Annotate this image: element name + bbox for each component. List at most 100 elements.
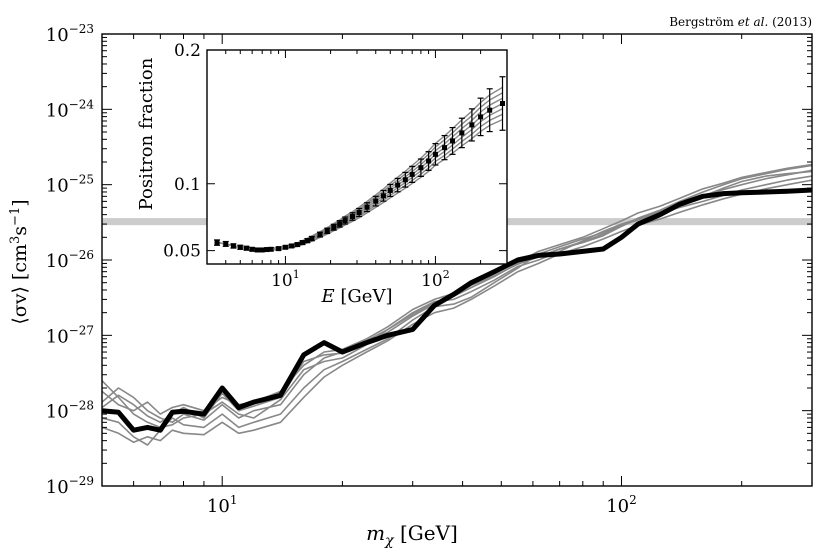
inset-data-point [330, 223, 337, 231]
inset-data-point [282, 244, 289, 250]
inset-background [207, 50, 507, 264]
data-marker [450, 138, 456, 144]
best-fit-curve [101, 187, 813, 433]
inset-data-point [432, 143, 439, 166]
inset-data-point [308, 235, 315, 242]
inset-data-point [342, 216, 349, 225]
inset-y-tick-label: 0.1 [174, 175, 201, 195]
inset-data-point [380, 189, 387, 202]
inset-x-tick-label: 102 [421, 268, 450, 291]
data-marker [337, 221, 343, 227]
data-marker [324, 228, 330, 234]
inset-data-point [409, 165, 416, 184]
inset-x-tick-label: 101 [271, 268, 300, 291]
data-marker [317, 232, 323, 238]
inset-data-point [477, 97, 484, 137]
data-marker [309, 236, 315, 242]
x-axis-label: mχ [GeV] [366, 521, 458, 549]
data-marker [469, 122, 475, 128]
data-marker [294, 242, 300, 248]
inset-data-point [441, 135, 448, 161]
data-marker [500, 101, 506, 106]
data-marker [254, 247, 260, 253]
inset-data-point [387, 183, 394, 198]
data-marker [442, 145, 448, 151]
data-marker [304, 238, 310, 244]
data-marker [409, 171, 415, 177]
y-tick-label: 10−26 [46, 248, 94, 272]
inset-chart: 101 102 0.05 0.1 0.2 E [GeV] Positron fracti… [136, 41, 508, 307]
data-marker [418, 165, 424, 171]
data-marker [276, 246, 282, 252]
inset-data-point [237, 244, 244, 250]
inset-y-tick-label: 0.2 [174, 41, 201, 61]
inset-data-point [316, 231, 323, 238]
data-marker [426, 158, 432, 164]
inset-y-axis-label: Positron fraction [136, 57, 157, 210]
data-marker [373, 198, 379, 204]
data-marker [259, 247, 265, 253]
data-marker [237, 244, 243, 250]
inset-data-point [294, 242, 301, 248]
data-marker [300, 240, 306, 246]
y-tick-label: 10−25 [46, 173, 94, 197]
data-marker [331, 224, 337, 230]
data-marker [402, 177, 408, 183]
inset-data-point [402, 171, 409, 188]
inset-data-point [275, 246, 282, 252]
inset-data-point [425, 151, 432, 171]
inset-data-point [267, 246, 274, 252]
data-marker [282, 244, 288, 250]
inset-data-point [364, 202, 371, 213]
data-marker [356, 210, 362, 216]
data-marker [342, 218, 348, 224]
data-marker [432, 151, 438, 157]
inset-data-point [394, 177, 401, 193]
data-marker [264, 247, 270, 253]
inset-data-point [230, 243, 237, 249]
y-tick-label: 10−29 [46, 474, 94, 498]
inset-data-point [249, 246, 256, 252]
inset-data-point [499, 76, 506, 131]
data-marker [223, 241, 229, 247]
inset-y-tick-label: 0.05 [163, 242, 201, 262]
inset-data-point [356, 207, 363, 218]
data-marker [380, 193, 386, 199]
inset-data-point [468, 108, 475, 142]
inset-data-point [449, 126, 456, 155]
inset-data-point [417, 158, 424, 177]
model-curve-4 [101, 163, 813, 415]
y-axis-label: ⟨σv⟩ [cm3s−1] [8, 199, 31, 324]
inset-axis-ticks [206, 49, 508, 264]
x-tick-label: 102 [606, 493, 637, 517]
y-tick-label: 10−27 [46, 323, 94, 347]
inset-data-point [324, 227, 331, 235]
model-curve-5 [101, 179, 813, 444]
y-tick-label: 10−23 [46, 22, 94, 46]
inset-data-point [486, 88, 493, 133]
data-marker [487, 107, 493, 113]
inset-data-point [372, 195, 379, 207]
data-marker [268, 246, 274, 252]
data-marker [395, 182, 401, 188]
main-axis-ticks [101, 33, 813, 487]
inset-data-points [214, 76, 506, 253]
inset-tick-labels: 101 102 0.05 0.1 0.2 [163, 41, 450, 291]
inset-data-point [222, 240, 229, 247]
inset-data-point [243, 245, 250, 251]
data-marker [230, 243, 236, 249]
data-marker [243, 245, 249, 251]
inset-data-point [336, 220, 343, 228]
credit-label: Bergström et al. (2013) [669, 15, 812, 29]
data-marker [214, 240, 220, 246]
inset-data-point [458, 117, 465, 149]
data-marker [478, 114, 484, 120]
main-curve-line [101, 187, 813, 433]
data-marker [364, 204, 370, 210]
data-marker [289, 243, 295, 249]
main-tick-labels: 101 102 10−29 10−28 10−27 10−26 10−25 10−24 10−2… [46, 22, 637, 517]
inset-data-point [214, 239, 221, 246]
data-marker [459, 130, 465, 136]
y-tick-label: 10−24 [46, 97, 95, 121]
